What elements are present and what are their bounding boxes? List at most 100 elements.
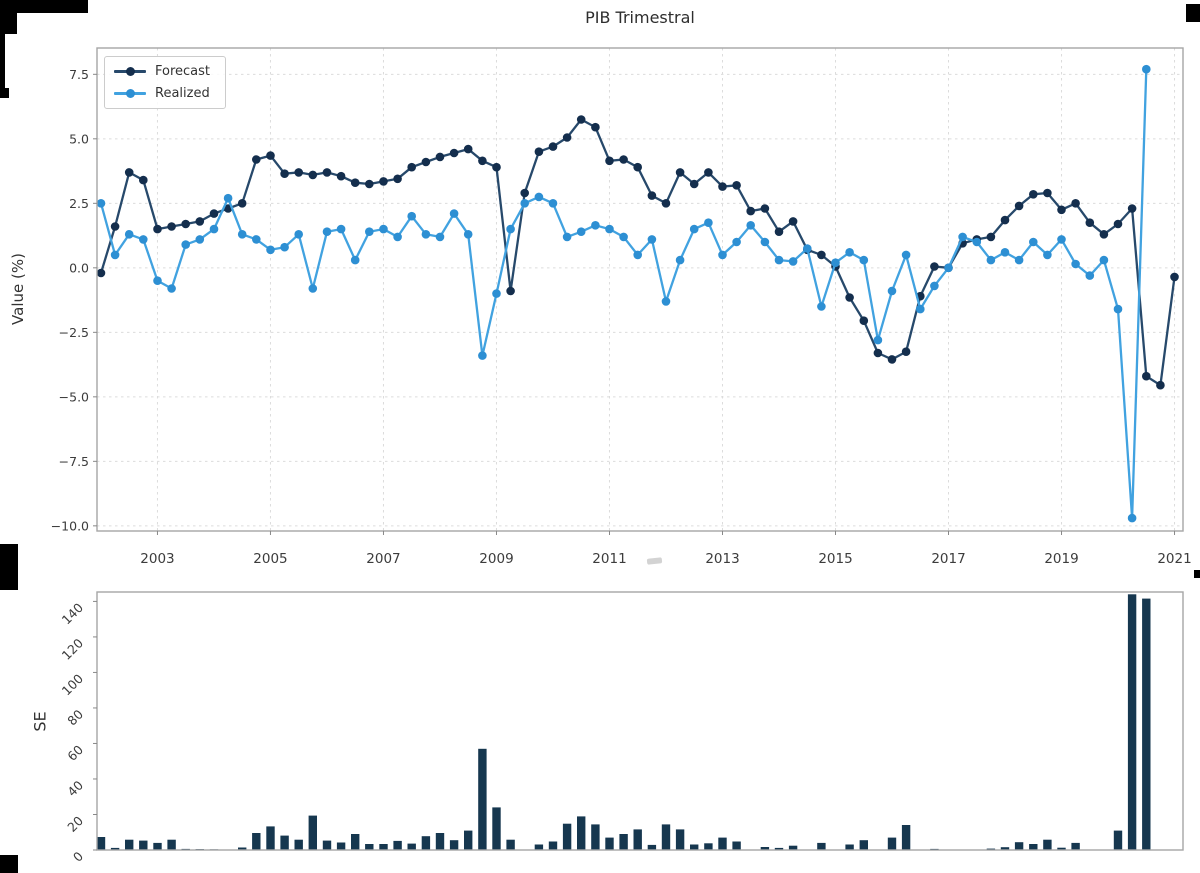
data-point xyxy=(1000,248,1010,257)
y-tick-label: −10.0 xyxy=(51,518,89,533)
x-tick-label: 2019 xyxy=(1044,551,1078,567)
se-bar xyxy=(110,847,120,850)
top-grid xyxy=(97,48,1183,531)
data-point xyxy=(817,302,826,311)
se-bar xyxy=(393,840,402,850)
data-point xyxy=(1127,513,1137,523)
data-point xyxy=(266,151,275,160)
se-bar xyxy=(704,843,713,850)
data-point xyxy=(817,250,826,260)
data-point xyxy=(845,248,854,257)
data-point xyxy=(534,147,544,156)
data-point xyxy=(605,224,614,234)
y-tick-label: 80 xyxy=(64,706,86,728)
se-bar xyxy=(351,834,360,850)
se-bar xyxy=(125,839,134,850)
se-bar xyxy=(252,833,261,850)
data-point xyxy=(421,230,431,239)
data-point xyxy=(774,255,784,265)
y-tick-label: 60 xyxy=(64,742,86,764)
data-point xyxy=(859,255,869,265)
data-point xyxy=(96,268,106,278)
se-bar xyxy=(562,823,572,850)
data-point xyxy=(562,133,572,142)
data-point xyxy=(1099,255,1109,265)
data-point xyxy=(986,255,996,265)
data-point xyxy=(718,182,727,191)
se-bar xyxy=(577,816,586,850)
data-point xyxy=(619,155,628,164)
data-point xyxy=(562,232,572,242)
data-point xyxy=(1071,259,1080,269)
data-point xyxy=(350,178,360,187)
y-tick-label: 40 xyxy=(64,777,86,799)
se-bar xyxy=(774,847,784,850)
data-point xyxy=(294,168,304,177)
y-tick-label: 2.5 xyxy=(69,196,89,211)
data-point xyxy=(732,181,741,190)
data-point xyxy=(393,232,402,242)
se-bar xyxy=(901,825,911,850)
data-point xyxy=(195,235,205,244)
data-point xyxy=(534,192,544,202)
data-point xyxy=(322,227,332,236)
y-tick-label: 0.0 xyxy=(69,260,89,275)
se-bar xyxy=(266,826,275,850)
data-point xyxy=(153,276,162,286)
se-bar xyxy=(153,842,162,850)
data-point xyxy=(294,230,304,239)
se-bar xyxy=(1142,598,1151,850)
data-point xyxy=(1057,205,1066,215)
scan-artifact xyxy=(1194,570,1200,578)
se-bar xyxy=(139,840,148,850)
se-bar xyxy=(167,839,176,850)
se-bar xyxy=(421,836,431,850)
data-point xyxy=(633,250,642,260)
data-point xyxy=(280,169,289,178)
forecast-line-sample xyxy=(114,67,146,76)
scan-artifact xyxy=(0,88,9,98)
se-bar xyxy=(548,841,558,850)
data-point xyxy=(704,168,713,177)
x-tick-label: 2011 xyxy=(592,551,626,567)
se-bar xyxy=(647,844,657,850)
se-bar xyxy=(506,839,515,850)
data-point xyxy=(1014,201,1024,211)
data-point xyxy=(675,168,685,177)
se-bar xyxy=(845,844,854,850)
se-bar xyxy=(308,815,317,850)
realized-line-sample xyxy=(114,89,146,98)
data-point xyxy=(322,168,332,177)
data-point xyxy=(591,221,600,230)
data-point xyxy=(788,217,798,226)
top-plot-border xyxy=(96,47,1184,532)
data-point xyxy=(1000,215,1010,225)
data-point xyxy=(139,175,148,185)
se-bar xyxy=(534,844,544,850)
data-point xyxy=(1085,271,1095,280)
data-point xyxy=(463,144,473,154)
data-point xyxy=(859,316,869,326)
data-point xyxy=(887,286,897,296)
data-point xyxy=(972,237,982,247)
data-point xyxy=(449,148,459,158)
se-bar xyxy=(464,830,473,850)
se-bar xyxy=(407,843,416,850)
data-point xyxy=(746,206,755,216)
y-tick-label: 7.5 xyxy=(69,67,89,82)
y-tick-label: −7.5 xyxy=(59,454,89,469)
data-point xyxy=(746,221,755,230)
data-point xyxy=(718,250,727,260)
data-point xyxy=(407,211,417,221)
data-point xyxy=(930,281,939,291)
se-bar xyxy=(1000,847,1010,850)
data-point xyxy=(901,250,911,260)
data-point xyxy=(1029,237,1038,247)
data-point xyxy=(788,257,798,266)
data-point xyxy=(223,193,233,203)
data-point xyxy=(619,232,628,242)
se-bar xyxy=(817,842,826,850)
data-point xyxy=(478,156,487,166)
data-point xyxy=(435,232,445,242)
data-point xyxy=(492,289,501,298)
